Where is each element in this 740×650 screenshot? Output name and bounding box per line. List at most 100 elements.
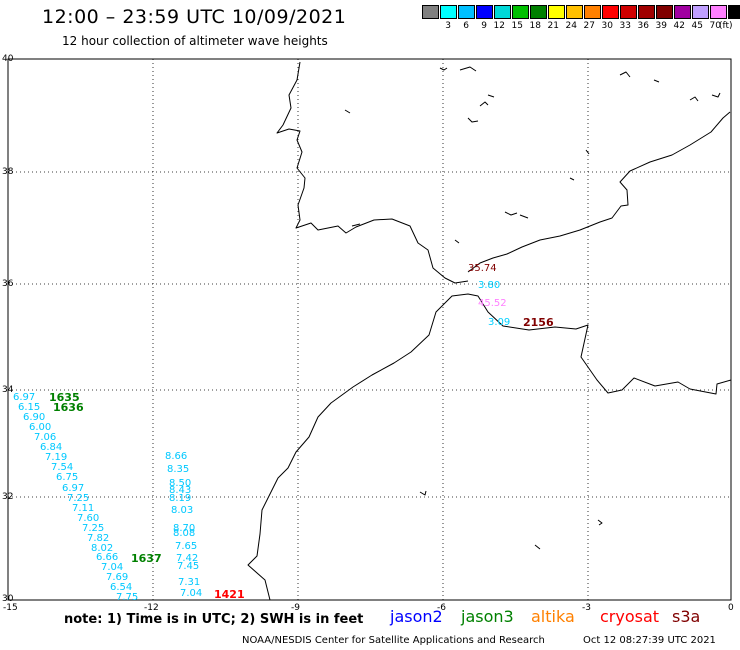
color-scale-labels: 3 6 9 12 15 18 21 24 27 30 33 36 39 42 45 70 <box>422 21 721 31</box>
wave-height-label: 35.74 <box>468 263 497 274</box>
wave-height-label: 7.54 <box>51 462 74 473</box>
wave-height-label: 7.45 <box>177 561 200 572</box>
wave-height-label: 8.02 <box>91 543 114 554</box>
wave-height-label: 45.52 <box>478 298 507 309</box>
map-title: 12:00 – 23:59 UTC 10/09/2021 <box>42 6 347 28</box>
color-swatch <box>548 5 565 19</box>
color-scale-label: 12 <box>493 21 505 31</box>
lon-label: -9 <box>291 603 300 613</box>
color-swatch <box>710 5 727 19</box>
wave-height-label: 7.42 <box>176 553 199 564</box>
lat-label: 40 <box>2 54 14 64</box>
color-scale-label: 6 <box>463 21 469 31</box>
color-scale-label: 18 <box>529 21 541 31</box>
wave-height-label: 8.50 <box>169 478 192 489</box>
wave-height-label: 8.19 <box>169 493 192 504</box>
wave-height-label: 6.15 <box>18 402 41 413</box>
color-swatch <box>512 5 529 19</box>
legend-entry-cryosat: cryosat <box>600 607 660 626</box>
wave-height-label: 8.43 <box>169 485 192 496</box>
color-scale-label: 24 <box>565 21 577 31</box>
color-scale-label: 15 <box>511 21 523 31</box>
africa-coast <box>247 293 732 601</box>
grid-lines <box>8 58 731 600</box>
wave-height-label: 7.31 <box>178 577 201 588</box>
lon-label: -3 <box>582 603 591 613</box>
pass-time-label: 1636 <box>53 401 84 414</box>
lon-label: -15 <box>3 603 18 613</box>
color-swatch <box>620 5 637 19</box>
wave-height-label: 6.66 <box>96 552 119 563</box>
wave-height-label: 6.00 <box>29 422 52 433</box>
color-scale-label: 30 <box>601 21 613 31</box>
wave-height-label: 6.97 <box>62 483 85 494</box>
footer-timestamp: Oct 12 08:27:39 UTC 2021 <box>583 635 716 646</box>
wave-height-label: 7.25 <box>82 523 105 534</box>
color-scale-label: 21 <box>547 21 559 31</box>
color-swatch <box>494 5 511 19</box>
wave-height-label: 6.97 <box>13 392 36 403</box>
wave-height-label: 7.19 <box>45 452 68 463</box>
lat-label: 38 <box>2 167 14 177</box>
color-swatch <box>566 5 583 19</box>
color-scale-label: 39 <box>655 21 667 31</box>
lon-label: 0 <box>728 603 734 613</box>
wave-height-label: 3.09 <box>488 317 511 328</box>
wave-height-label: 8.08 <box>173 528 196 539</box>
footer-credit: NOAA/NESDIS Center for Satellite Applica… <box>242 635 545 646</box>
color-swatch <box>602 5 619 19</box>
wave-height-label: 7.04 <box>101 562 124 573</box>
color-swatch <box>656 5 673 19</box>
lat-label: 30 <box>2 594 14 604</box>
wave-height-label: 8.70 <box>173 523 196 534</box>
wave-height-label: 8.35 <box>167 464 190 475</box>
color-scale-label: 33 <box>619 21 631 31</box>
color-scale-label: 42 <box>673 21 685 31</box>
wave-height-label: 8.03 <box>171 505 194 516</box>
legend-entry-altika: altika <box>531 607 575 626</box>
pass-time-label: 2156 <box>523 316 554 329</box>
wave-height-label: 7.60 <box>77 513 100 524</box>
color-scale-label: 70 <box>709 21 721 31</box>
lat-label: 32 <box>2 492 14 502</box>
pass-time-label: 1635 <box>49 391 80 404</box>
note-text: note: 1) Time is in UTC; 2) SWH is in fe… <box>64 612 364 627</box>
color-swatch <box>638 5 655 19</box>
coastlines <box>247 61 732 601</box>
wave-height-label: 7.65 <box>175 541 198 552</box>
color-scale-label: 45 <box>691 21 703 31</box>
wave-height-label: 6.90 <box>23 412 46 423</box>
color-swatch <box>584 5 601 19</box>
wave-height-label: 6.54 <box>110 582 133 593</box>
legend-entry-jason3: jason3 <box>461 607 514 626</box>
wave-height-label: 8.66 <box>165 451 188 462</box>
color-scale-unit: (ft) <box>719 21 733 31</box>
color-swatch <box>674 5 691 19</box>
wave-height-label: 7.25 <box>67 493 90 504</box>
wave-height-label: 7.75 <box>116 592 139 603</box>
color-scale-label: 3 <box>445 21 451 31</box>
islands <box>344 66 721 550</box>
color-swatch <box>530 5 547 19</box>
pass-time-label: 1637 <box>131 552 162 565</box>
color-swatch <box>476 5 493 19</box>
color-scale-label: 27 <box>583 21 595 31</box>
color-scale-label: 36 <box>637 21 649 31</box>
wave-height-label: 7.06 <box>34 432 57 443</box>
legend-entry-jason2: jason2 <box>390 607 443 626</box>
legend-entry-s3a: s3a <box>672 607 701 626</box>
pass-time-label: 1421 <box>214 588 245 601</box>
map-subtitle: 12 hour collection of altimeter wave hei… <box>62 34 328 48</box>
wave-height-label: 3.80 <box>478 280 501 291</box>
iberia-south-coast <box>467 111 731 273</box>
wave-height-label: 7.04 <box>180 588 203 599</box>
wave-height-label: 6.84 <box>40 442 63 453</box>
wave-height-label: 6.75 <box>56 472 79 483</box>
color-swatch <box>728 5 740 19</box>
color-scale-bar <box>422 5 740 19</box>
color-scale-label: 9 <box>481 21 487 31</box>
iberia-west-coast <box>276 61 469 284</box>
color-swatch <box>458 5 475 19</box>
wave-height-label: 7.82 <box>87 533 110 544</box>
